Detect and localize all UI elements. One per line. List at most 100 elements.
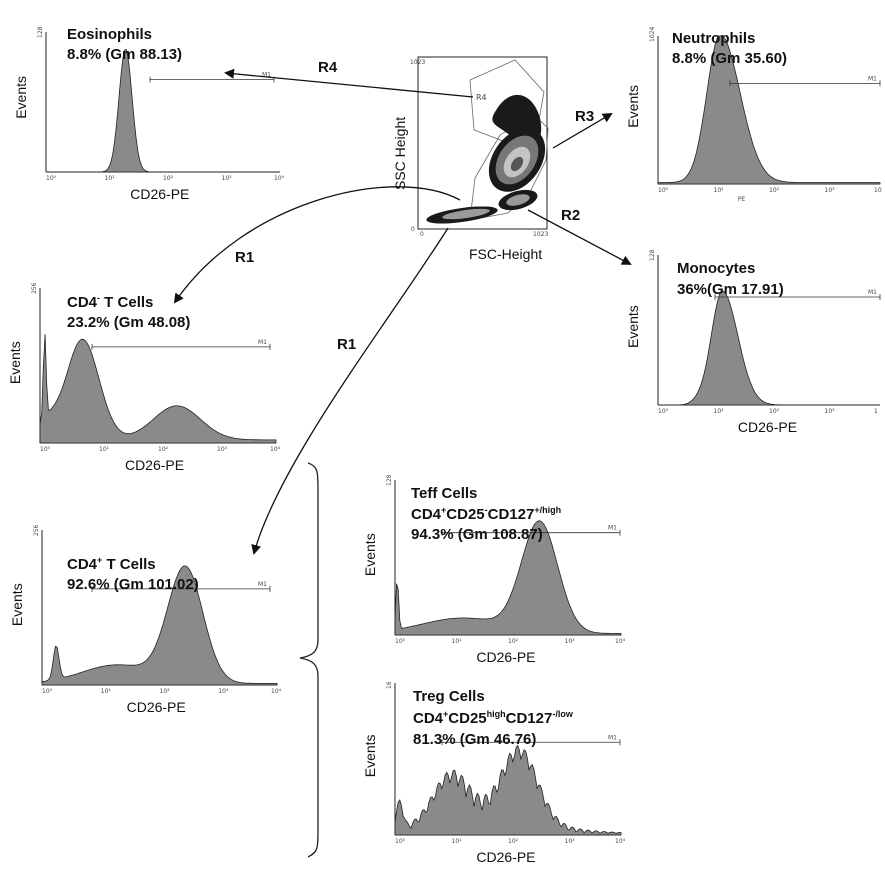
x-axis-label: CD26-PE xyxy=(130,186,189,202)
x-tick-label: 10² xyxy=(158,446,169,453)
cd4neg-stats: 23.2% (Gm 48.08) xyxy=(67,314,190,331)
x-tick-label: 10¹ xyxy=(714,187,725,194)
eosinophils-title: Eosinophils xyxy=(67,26,152,43)
histogram-panel-cd4pos: M1 256 10⁰ 10¹ 10² 10³ 10⁴ CD26-PE Events xyxy=(9,524,282,715)
x-tick-label: 10³ xyxy=(565,638,576,645)
histogram-panel-treg: M1 16 10⁰ 10¹ 10² 10³ 10⁴ CD26-PE Events xyxy=(362,681,626,865)
grouping-brace xyxy=(299,462,319,858)
y-tick-max: 256 xyxy=(33,524,40,536)
teff-phenotype: CD4+CD25-CD127+/high xyxy=(411,505,561,523)
histogram-panel-cd4neg: M1 256 10⁰ 10¹ 10² 10³ 10⁴ CD26-PE Events xyxy=(7,282,281,473)
scatter-y-tick-max: 1023 xyxy=(410,59,425,66)
x-tick-label: 10 xyxy=(874,187,882,194)
scatter-x-tick-min: 0 xyxy=(420,231,424,238)
y-tick-max: 256 xyxy=(31,282,38,294)
r1-arrow-cd4pos xyxy=(251,227,449,555)
x-axis-label: PE xyxy=(738,196,746,203)
phenotype-part: CD127 xyxy=(488,506,535,523)
histogram-area xyxy=(41,565,278,686)
histogram-panel-eosinophils: M1 128 10⁰ 10¹ 10² 10³ 10⁴ CD26-PE Events xyxy=(13,26,285,202)
x-tick-label: 10⁴ xyxy=(274,175,285,182)
histogram-panels: M1 128 10⁰ 10¹ 10² 10³ 10⁴ CD26-PE Events M1 1024 1… xyxy=(7,26,882,865)
neutrophils-title: Neutrophils xyxy=(672,30,755,47)
y-tick-max: 128 xyxy=(386,474,393,486)
scatter-x-axis-label: FSC-Height xyxy=(469,246,542,262)
r2-arrow xyxy=(527,209,632,265)
marker-m1-label: M1 xyxy=(868,289,877,296)
teff-title: Teff Cells xyxy=(411,485,477,502)
title-rest: T Cells xyxy=(100,294,153,311)
x-tick-label: 10⁰ xyxy=(40,446,51,453)
marker-m1-label: M1 xyxy=(258,581,267,588)
treg-phenotype: CD4+CD25highCD127-/low xyxy=(413,709,574,727)
r1-arrow-cd4neg xyxy=(173,186,461,304)
y-axis-label: Events xyxy=(7,341,23,384)
x-tick-label: 10² xyxy=(508,838,519,845)
scatter-y-tick-min: 0 xyxy=(411,226,415,233)
histogram-panel-neutrophils: M1 1024 10⁰ 10¹ 10² 10³ 10 PE Events xyxy=(625,27,882,203)
histogram-area xyxy=(394,520,622,636)
treg-title: Treg Cells xyxy=(413,688,485,705)
phenotype-part: CD4 xyxy=(413,710,444,727)
title-rest: T Cells xyxy=(102,556,155,573)
x-tick-label: 10¹ xyxy=(105,175,116,182)
cd4pos-title: CD4+ T Cells xyxy=(67,555,156,573)
x-axis-label: CD26-PE xyxy=(127,699,186,715)
x-tick-label: 10³ xyxy=(218,688,229,695)
x-tick-label: 10³ xyxy=(222,175,233,182)
y-axis-label: Events xyxy=(362,734,378,777)
y-tick-max: 16 xyxy=(386,681,393,689)
histogram-area xyxy=(658,290,880,406)
r4-arrow xyxy=(224,68,474,98)
histogram-panel-teff: M1 128 10⁰ 10¹ 10² 10³ 10⁴ CD26-PE Events xyxy=(362,474,626,665)
x-tick-label: 10¹ xyxy=(452,638,463,645)
histogram-panel-monocytes: M1 128 10⁰ 10¹ 10² 10³ 1 CD26-PE Events xyxy=(625,249,881,435)
scatter-plot: R4 1023 0 0 1023 FSC-Height SSC Height xyxy=(392,56,548,262)
x-tick-label: 10⁴ xyxy=(271,688,282,695)
phenotype-part: +/high xyxy=(534,505,561,515)
x-tick-label: 10² xyxy=(769,408,780,415)
phenotype-part: high xyxy=(487,709,506,719)
y-tick-max: 128 xyxy=(649,249,656,261)
r4-region-label: R4 xyxy=(476,93,487,102)
scatter-y-axis-label: SSC Height xyxy=(392,117,408,190)
histogram-area xyxy=(394,744,622,836)
marker-m1-label: M1 xyxy=(608,734,617,741)
phenotype-part: CD25 xyxy=(448,710,486,727)
r4-gate-label: R4 xyxy=(318,59,338,76)
histogram-area xyxy=(39,334,277,444)
title-sup: + xyxy=(97,555,102,565)
x-tick-label: 10⁴ xyxy=(615,638,626,645)
x-tick-label: 10⁴ xyxy=(270,446,281,453)
phenotype-part: CD4 xyxy=(411,506,442,523)
y-axis-label: Events xyxy=(625,85,641,128)
x-tick-label: 1 xyxy=(874,408,878,415)
r1-gate-label-upper: R1 xyxy=(235,249,254,266)
x-axis-label: CD26-PE xyxy=(476,649,535,665)
treg-stats: 81.3% (Gm 46.76) xyxy=(413,731,536,748)
teff-stats: 94.3% (Gm 108.87) xyxy=(411,526,543,543)
eosinophils-stats: 8.8% (Gm 88.13) xyxy=(67,46,182,63)
phenotype-part: CD127 xyxy=(506,710,553,727)
x-axis-label: CD26-PE xyxy=(476,849,535,865)
marker-m1-label: M1 xyxy=(262,72,271,79)
marker-m1-label: M1 xyxy=(258,339,267,346)
scatter-x-tick-max: 1023 xyxy=(533,231,548,238)
x-tick-label: 10⁰ xyxy=(46,175,57,182)
x-tick-label: 10¹ xyxy=(101,688,112,695)
cd4pos-stats: 92.6% (Gm 101.02) xyxy=(67,576,199,593)
x-axis-label: CD26-PE xyxy=(125,457,184,473)
x-tick-label: 10² xyxy=(163,175,174,182)
scatter-lympho-core xyxy=(442,208,490,220)
title-sup: - xyxy=(97,293,100,303)
cd4neg-title: CD4- T Cells xyxy=(67,293,153,311)
r1-gate-label-lower: R1 xyxy=(337,336,356,353)
y-axis-label: Events xyxy=(9,583,25,626)
title-cd4: CD4 xyxy=(67,556,98,573)
marker-m1-label: M1 xyxy=(868,75,877,82)
y-axis-label: Events xyxy=(362,533,378,576)
scatter-cluster-core xyxy=(510,156,524,172)
x-tick-label: 10¹ xyxy=(99,446,110,453)
y-tick-max: 1024 xyxy=(649,27,656,42)
phenotype-part: CD25 xyxy=(446,506,484,523)
